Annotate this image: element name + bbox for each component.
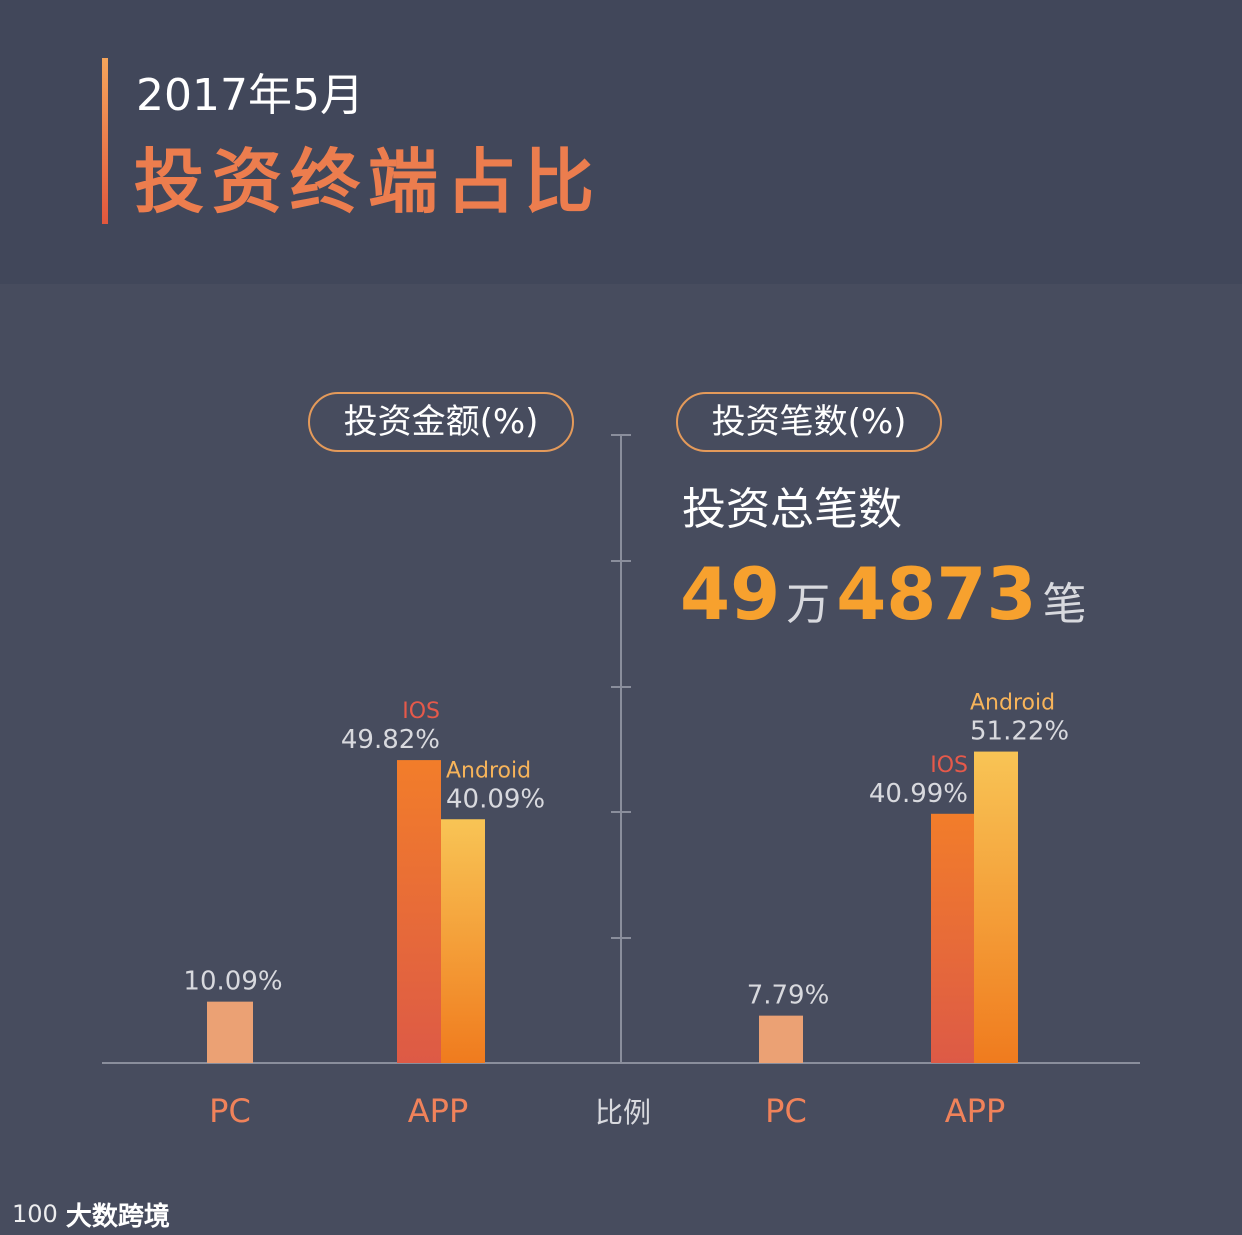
bar-value-label: 49.82% <box>341 725 440 755</box>
total-wan-number: 49 <box>680 552 781 636</box>
bar-value-label: 10.09% <box>183 967 282 997</box>
total-wan-unit: 万 <box>786 579 831 630</box>
watermark-text: 大数跨境 <box>65 1201 170 1232</box>
bar-value-label: 7.79% <box>747 981 830 1011</box>
page-title: 投资终端占比 <box>134 141 602 223</box>
bar-pc <box>207 1001 253 1063</box>
series-name-label: Android <box>970 691 1055 716</box>
x-tick-label-pc: PC <box>209 1092 251 1130</box>
total-count-value: 49 万4873 笔 <box>680 556 1093 652</box>
total-rest-number: 4873 <box>836 552 1037 636</box>
bar-value-label: 51.22% <box>970 717 1069 747</box>
x-tick-label-app: APP <box>408 1092 468 1130</box>
header-date: 2017年5月 <box>136 70 364 121</box>
bar-app-android <box>441 819 485 1063</box>
bar-value-label: 40.99% <box>869 779 968 809</box>
series-name-label: IOS <box>402 699 440 724</box>
series-name-label: Android <box>446 758 531 783</box>
total-count-unit: 笔 <box>1042 579 1087 630</box>
center-axis-label: 比例 <box>595 1096 651 1129</box>
watermark-logo: 100 <box>12 1200 58 1228</box>
header-accent-bar <box>102 58 108 224</box>
bar-pc <box>759 1015 803 1063</box>
x-tick-label-app: APP <box>945 1092 1005 1130</box>
bar-app-ios <box>931 813 974 1063</box>
bar-app-ios <box>397 760 441 1063</box>
right-chart-title-pill: 投资笔数(%) <box>676 392 942 452</box>
total-count-label: 投资总笔数 <box>682 484 902 535</box>
series-name-label: IOS <box>930 753 968 778</box>
watermark: 100 大数跨境 <box>12 1196 170 1232</box>
header-banner: 2017年5月 投资终端占比 <box>0 0 1242 284</box>
bar-value-label: 40.09% <box>446 784 545 814</box>
left-chart-title-pill: 投资金额(%) <box>308 392 574 452</box>
bar-app-android <box>974 751 1018 1063</box>
x-tick-label-pc: PC <box>765 1092 807 1130</box>
